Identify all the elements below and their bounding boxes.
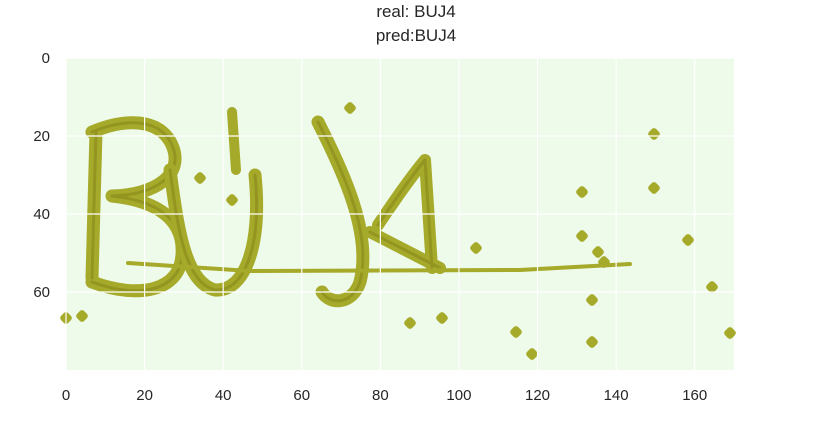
glyph-u-spike (227, 107, 241, 175)
glyph-j (311, 115, 370, 308)
noise-speck (648, 128, 660, 140)
noise-speck (724, 327, 736, 339)
noise-speck (576, 230, 588, 242)
noise-speck (226, 194, 238, 206)
x-tick-label: 120 (525, 387, 550, 404)
x-tick-label: 140 (604, 387, 629, 404)
glyph-4 (364, 154, 446, 274)
noise-speck (598, 256, 610, 268)
x-tick-label: 80 (372, 387, 389, 404)
y-tick-label: 40 (33, 206, 50, 223)
y-axis: 0 20 40 60 (33, 50, 50, 301)
noise-line (126, 261, 632, 273)
captcha-glyphs (85, 107, 632, 308)
noise-speck (592, 246, 604, 258)
noise-speck (76, 310, 88, 322)
glyph-b-shadow (90, 121, 184, 293)
x-axis: 0 20 40 60 80 100 120 140 160 (62, 387, 707, 404)
noise-speck (586, 336, 598, 348)
noise-speck (526, 348, 538, 360)
noise-speck (510, 326, 522, 338)
glyph-j-shadow (316, 120, 365, 303)
glyph-u (163, 163, 264, 297)
noise-speck (648, 182, 660, 194)
noise-speck (586, 294, 598, 306)
noise-speck (404, 317, 416, 329)
x-tick-label: 0 (62, 387, 70, 404)
noise-speck (344, 102, 356, 114)
glyph-u-shadow (168, 168, 259, 292)
noise-speck (470, 242, 482, 254)
y-tick-label: 0 (42, 50, 50, 67)
x-tick-label: 160 (682, 387, 707, 404)
noise-speck (576, 186, 588, 198)
x-tick-label: 60 (293, 387, 310, 404)
y-tick-label: 60 (33, 284, 50, 301)
glyph-4-shadow (368, 158, 442, 270)
noise-speck (682, 234, 694, 246)
y-tick-label: 20 (33, 128, 50, 145)
x-tick-label: 40 (215, 387, 232, 404)
noise-speck (436, 312, 448, 324)
glyph-b (85, 116, 189, 298)
image-grid (65, 57, 734, 370)
x-tick-label: 20 (136, 387, 153, 404)
noise-speck (194, 172, 206, 184)
noise-speck (706, 281, 718, 293)
noise-dots (60, 102, 736, 360)
x-tick-label: 100 (446, 387, 471, 404)
title-pred: pred:BUJ4 (375, 26, 457, 45)
title-real: real: BUJ4 (376, 2, 456, 21)
